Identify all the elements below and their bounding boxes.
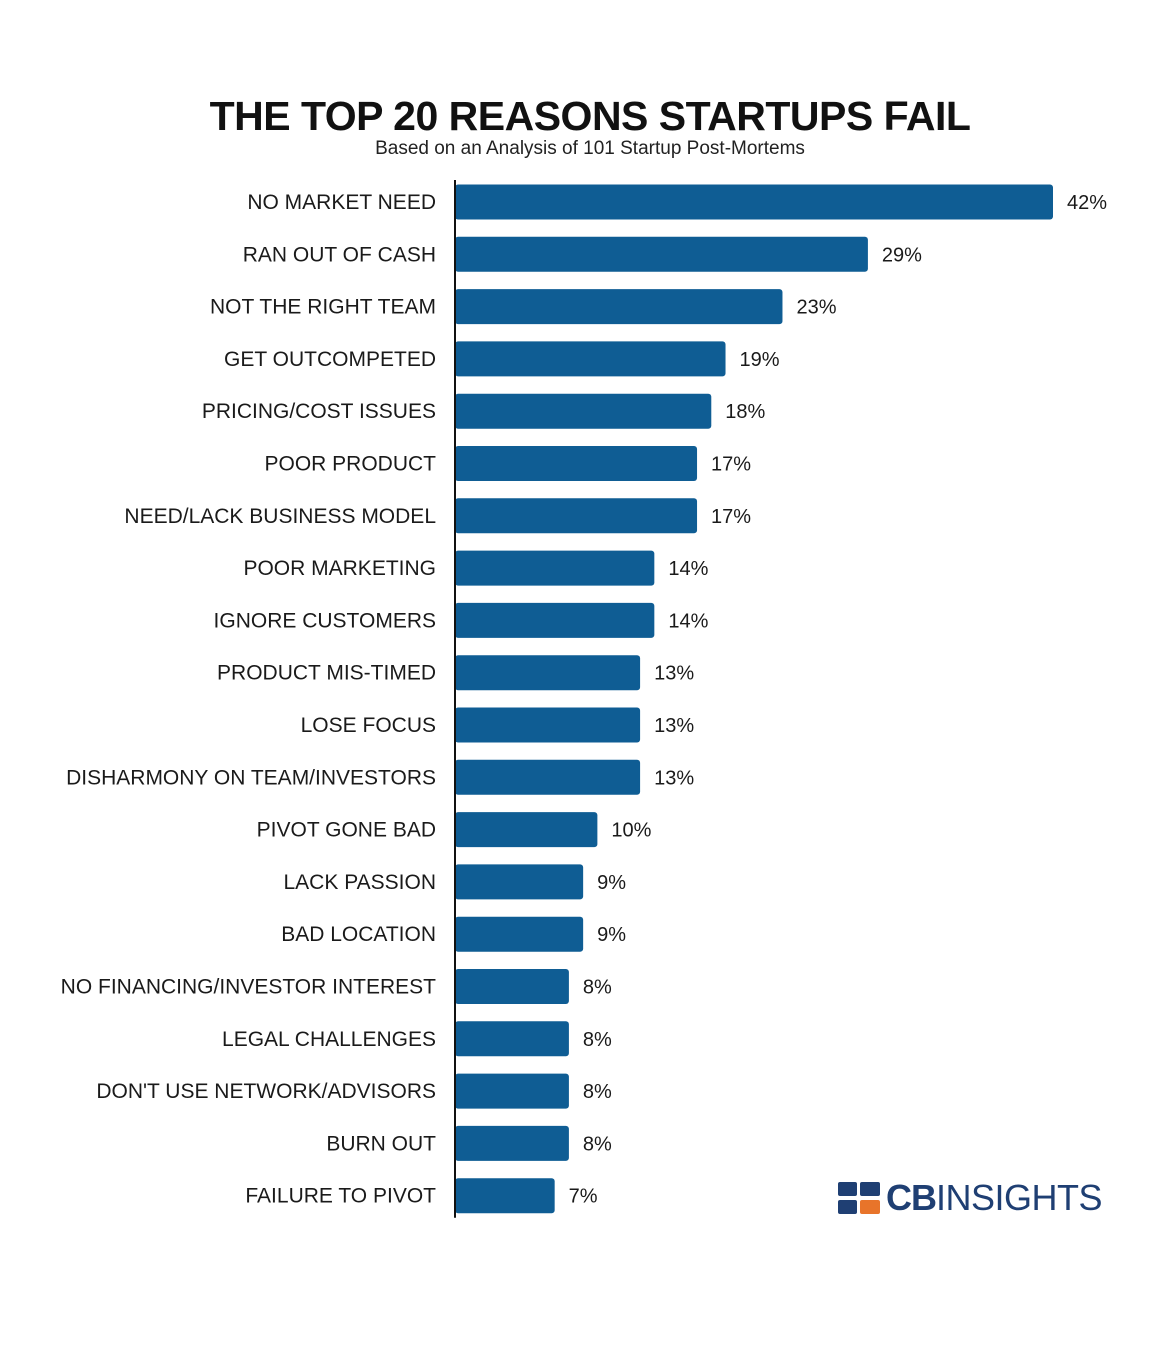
category-label: NOT THE RIGHT TEAM xyxy=(210,296,436,319)
value-label: 19% xyxy=(740,349,780,371)
value-label: 9% xyxy=(597,924,626,946)
cb-insights-logo-icon xyxy=(838,1182,880,1214)
category-label: LEGAL CHALLENGES xyxy=(222,1028,436,1051)
bar xyxy=(455,602,655,638)
logo-text-cb: CB xyxy=(886,1177,937,1218)
bar xyxy=(455,759,641,795)
chart-title: THE TOP 20 REASONS STARTUPS FAIL xyxy=(209,93,971,139)
bar xyxy=(455,969,569,1004)
category-label: BAD LOCATION xyxy=(281,923,436,946)
category-label: NO FINANCING/INVESTOR INTEREST xyxy=(61,976,436,999)
value-label: 17% xyxy=(711,454,751,476)
bar xyxy=(455,289,783,325)
bar xyxy=(455,498,698,534)
category-label: DISHARMONY ON TEAM/INVESTORS xyxy=(66,766,436,789)
category-label: PRODUCT MIS-TIMED xyxy=(217,662,436,685)
category-label: FAILURE TO PIVOT xyxy=(245,1185,436,1208)
category-labels-group: NO MARKET NEED RAN OUT OF CASH NOT THE RIG… xyxy=(61,191,436,1208)
value-label: 13% xyxy=(654,715,694,737)
category-label: POOR PRODUCT xyxy=(264,453,436,476)
bar xyxy=(455,1178,555,1214)
category-label: PRICING/COST ISSUES xyxy=(202,400,436,423)
category-label: IGNORE CUSTOMERS xyxy=(214,609,436,632)
bar xyxy=(455,446,698,481)
cb-insights-logo: CB INSIGHTS xyxy=(838,1177,1103,1218)
value-label: 9% xyxy=(597,872,626,894)
value-label: 23% xyxy=(796,297,836,319)
bar xyxy=(455,812,598,848)
logo-text-insights: INSIGHTS xyxy=(936,1177,1103,1218)
bar xyxy=(455,550,655,586)
value-labels-group: 42% 29% 23% 19% 18% 17% 17% 14% 14% 13% 13% 13% 10% 9… xyxy=(569,192,1108,1208)
bar xyxy=(455,341,726,377)
value-label: 10% xyxy=(611,820,651,842)
category-label: LACK PASSION xyxy=(284,871,437,894)
category-label: POOR MARKETING xyxy=(243,557,436,580)
bars-group xyxy=(455,184,1053,1214)
value-label: 8% xyxy=(583,977,612,999)
category-label: RAN OUT OF CASH xyxy=(243,243,436,266)
bar xyxy=(455,393,712,429)
category-label: GET OUTCOMPETED xyxy=(224,348,436,371)
value-label: 7% xyxy=(569,1186,598,1208)
category-label: DON'T USE NETWORK/ADVISORS xyxy=(96,1080,436,1103)
bar xyxy=(455,916,584,952)
category-label: BURN OUT xyxy=(326,1132,436,1155)
bar xyxy=(455,655,641,691)
chart-subtitle: Based on an Analysis of 101 Startup Post… xyxy=(375,138,805,159)
value-label: 14% xyxy=(668,610,708,632)
category-label: LOSE FOCUS xyxy=(301,714,436,737)
category-label: NO MARKET NEED xyxy=(247,191,436,214)
value-label: 13% xyxy=(654,663,694,685)
value-label: 8% xyxy=(583,1133,612,1155)
bar xyxy=(455,864,584,900)
value-label: 8% xyxy=(583,1081,612,1103)
value-label: 42% xyxy=(1067,192,1107,214)
value-label: 18% xyxy=(725,401,765,423)
bar xyxy=(455,236,868,272)
category-label: NEED/LACK BUSINESS MODEL xyxy=(124,505,436,528)
value-label: 13% xyxy=(654,767,694,789)
bar xyxy=(455,1021,569,1057)
category-label: PIVOT GONE BAD xyxy=(257,819,436,842)
value-label: 29% xyxy=(882,244,922,266)
value-label: 14% xyxy=(668,558,708,580)
value-label: 17% xyxy=(711,506,751,528)
bar xyxy=(455,184,1053,220)
bar xyxy=(455,707,641,743)
bar xyxy=(455,1125,569,1161)
bar xyxy=(455,1073,569,1109)
value-label: 8% xyxy=(583,1029,612,1051)
